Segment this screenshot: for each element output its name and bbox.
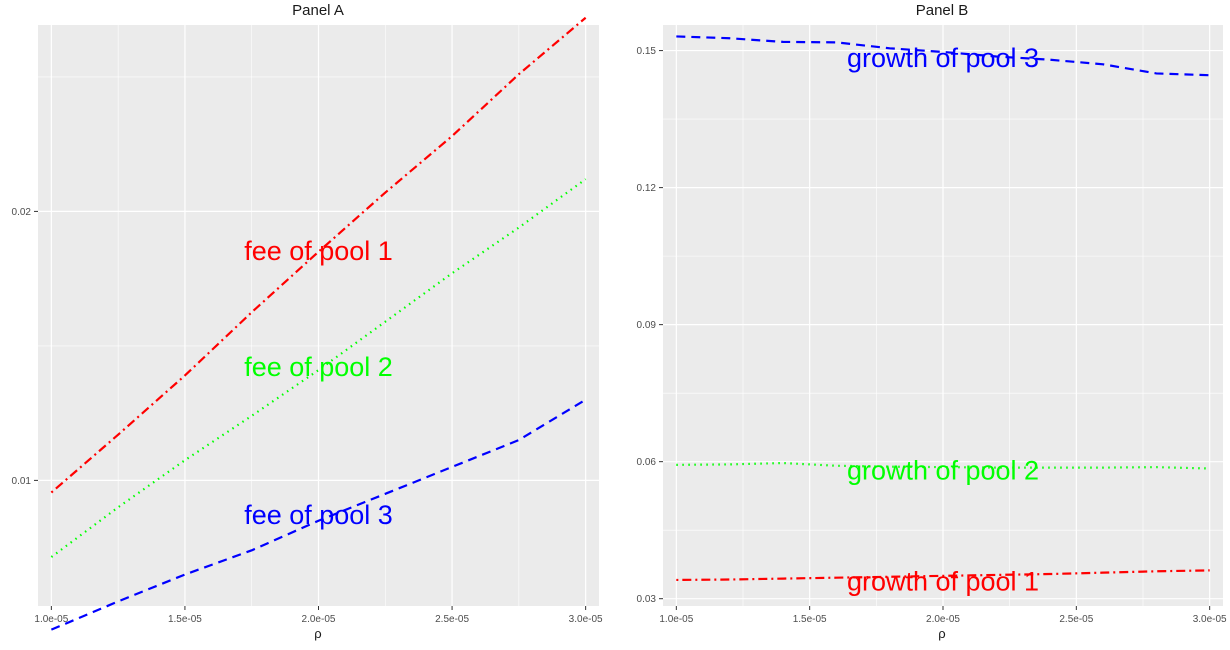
x-tick-label: 1.5e-05 bbox=[793, 614, 827, 625]
x-tick-label: 3.0e-05 bbox=[569, 614, 603, 625]
y-tick-label: 0.01 bbox=[12, 476, 32, 487]
series-annotation-3: fee of pool 3 bbox=[244, 500, 393, 530]
y-tick-label: 0.03 bbox=[637, 594, 657, 605]
x-tick-label: 1.5e-05 bbox=[168, 614, 202, 625]
series-line-1 bbox=[50, 16, 587, 494]
series-line-3 bbox=[50, 398, 587, 631]
series-line-2 bbox=[676, 461, 1210, 470]
panel-a: 1.0e-05 1.5e-05 2.0e-05 2.5e-05 3.0e-05 0.01 0… bbox=[12, 2, 604, 641]
x-axis-label: ρ bbox=[938, 626, 945, 641]
x-tick-label: 2.0e-05 bbox=[926, 614, 960, 625]
panel-b: 1.0e-05 1.5e-05 2.0e-05 2.5e-05 3.0e-05 0.03 0… bbox=[637, 2, 1228, 641]
x-tick-label: 2.0e-05 bbox=[302, 614, 336, 625]
y-tick-label: 0.06 bbox=[637, 457, 657, 468]
series-annotation-3: growth of pool 3 bbox=[847, 43, 1039, 73]
x-tick-label: 2.5e-05 bbox=[1059, 614, 1093, 625]
x-tick-label: 2.5e-05 bbox=[435, 614, 469, 625]
y-tick-label: 0.02 bbox=[12, 207, 32, 218]
y-tick-label: 0.15 bbox=[637, 46, 657, 57]
series-line-1 bbox=[676, 569, 1210, 582]
series-annotation-2: growth of pool 2 bbox=[847, 455, 1039, 485]
panel-title: Panel A bbox=[292, 2, 344, 19]
x-tick-label: 1.0e-05 bbox=[34, 614, 68, 625]
y-tick-label: 0.09 bbox=[637, 320, 657, 331]
series-annotation-1: growth of pool 1 bbox=[847, 566, 1039, 596]
x-axis-label: ρ bbox=[314, 626, 321, 641]
panel-title: Panel B bbox=[916, 2, 969, 19]
series-annotation-2: fee of pool 2 bbox=[244, 352, 393, 382]
series-annotation-1: fee of pool 1 bbox=[244, 236, 393, 266]
x-tick-label: 3.0e-05 bbox=[1193, 614, 1227, 625]
x-tick-label: 1.0e-05 bbox=[659, 614, 693, 625]
y-tick-label: 0.12 bbox=[637, 183, 657, 194]
